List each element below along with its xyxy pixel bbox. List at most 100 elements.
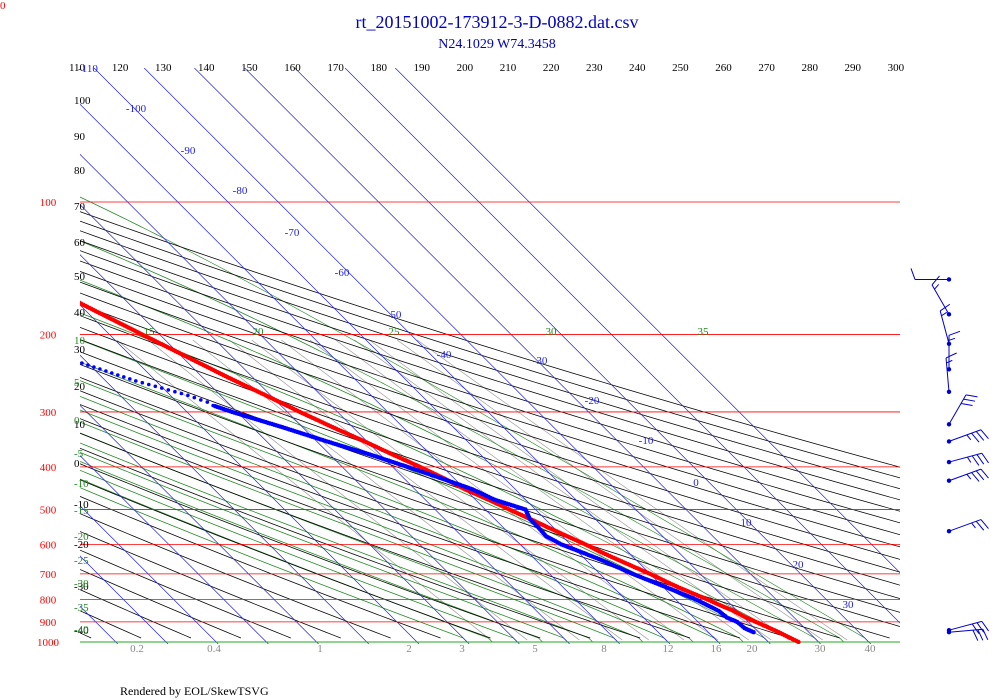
temperature-point bbox=[76, 300, 80, 304]
theta-label: 280 bbox=[801, 62, 818, 74]
moist-adiabat-line bbox=[80, 240, 844, 643]
dewpoint-point bbox=[128, 377, 132, 381]
isotherm-label: -90 bbox=[181, 145, 196, 157]
dewpoint-point bbox=[104, 369, 108, 373]
dry-adiabat-label: 70 bbox=[74, 201, 86, 213]
mixing-ratio-line bbox=[251, 339, 650, 641]
mixing-ratio-label: 5 bbox=[532, 643, 538, 655]
dewpoint-point bbox=[179, 391, 184, 396]
temperature-point bbox=[70, 297, 74, 301]
dry-adiabat-line bbox=[80, 479, 491, 639]
temperature-point bbox=[26, 275, 30, 279]
dewpoint-point bbox=[39, 347, 43, 351]
wind-barb bbox=[946, 330, 961, 372]
dewpoint-point bbox=[199, 398, 203, 402]
wind-flag bbox=[981, 452, 989, 464]
moist-adiabat-label: -40 bbox=[74, 624, 89, 636]
isotherm-label: -80 bbox=[233, 185, 248, 197]
dewpoint-point bbox=[98, 367, 102, 371]
isotherm-label: 20 bbox=[793, 559, 805, 571]
dewpoint-point bbox=[160, 386, 164, 390]
dry-adiabat-label: -20 bbox=[74, 539, 89, 551]
isotherm-label: -50 bbox=[387, 309, 402, 321]
dewpoint-point bbox=[21, 341, 25, 345]
temperature-point bbox=[9, 266, 13, 270]
moist-adiabat-label: 0 bbox=[74, 415, 80, 427]
temperature-point bbox=[17, 270, 21, 274]
wind-flag bbox=[975, 520, 985, 531]
isotherm-label: 10 bbox=[741, 517, 753, 529]
dewpoint-point bbox=[27, 343, 31, 347]
isotherm-line bbox=[344, 68, 900, 624]
wind-barb bbox=[945, 352, 957, 395]
dewpoint-point bbox=[33, 345, 37, 349]
temperature-point bbox=[11, 267, 15, 271]
wind-flag bbox=[975, 470, 985, 481]
wind-flag bbox=[910, 268, 916, 280]
dry-adiabat-line bbox=[80, 531, 341, 639]
dewpoint-point bbox=[173, 389, 177, 394]
dry-adiabat-label: 30 bbox=[74, 344, 86, 356]
dry-adiabat-label: 90 bbox=[74, 131, 86, 143]
dewpoint-point bbox=[15, 339, 19, 343]
moist-adiabat-label: -35 bbox=[74, 602, 89, 614]
dewpoint-point bbox=[140, 380, 145, 385]
pressure-label: 100 bbox=[40, 197, 57, 209]
temperature-point bbox=[3, 263, 7, 267]
temperature-point bbox=[60, 292, 64, 296]
wind-half-flag bbox=[934, 284, 940, 290]
isotherm-label: -60 bbox=[335, 267, 350, 279]
dewpoint-point bbox=[92, 365, 96, 369]
wind-staff bbox=[939, 310, 950, 344]
dry-adiabat-label: -10 bbox=[74, 499, 89, 511]
pressure-label: 300 bbox=[40, 407, 57, 419]
wind-half-flag bbox=[971, 522, 976, 529]
pressure-label: 800 bbox=[40, 594, 57, 606]
mixing-ratio-line bbox=[369, 339, 790, 641]
isotherm-line bbox=[80, 505, 219, 644]
dewpoint-point bbox=[134, 379, 138, 383]
dry-adiabat-line bbox=[80, 569, 242, 639]
dry-adiabat-line bbox=[80, 404, 741, 639]
dry-adiabat-label: 100 bbox=[74, 95, 91, 107]
pressure-label: 200 bbox=[40, 329, 57, 341]
dry-adiabat-line bbox=[80, 513, 391, 639]
theta-label: 220 bbox=[543, 62, 560, 74]
temperature-point bbox=[24, 274, 28, 278]
temperature-point bbox=[36, 279, 40, 283]
theta-label: 270 bbox=[758, 62, 775, 74]
temperature-point bbox=[34, 278, 38, 282]
temperature-point bbox=[48, 285, 52, 289]
isotherm-line bbox=[194, 68, 771, 644]
wind-flag bbox=[963, 398, 976, 402]
wind-staff bbox=[948, 519, 982, 532]
isotherm-line bbox=[294, 68, 872, 644]
pressure-label: 900 bbox=[40, 617, 57, 629]
wind-half-flag bbox=[966, 473, 972, 480]
moist-adiabat-label: -5 bbox=[74, 448, 84, 460]
temperature-point bbox=[50, 286, 54, 290]
dewpoint-point bbox=[166, 388, 171, 392]
wind-staff bbox=[948, 628, 983, 633]
wind-flag bbox=[980, 519, 989, 529]
theta-label: 150 bbox=[241, 62, 258, 74]
isotherm-label: 0 bbox=[693, 477, 699, 489]
temperature-point bbox=[72, 298, 76, 302]
wind-barb bbox=[931, 275, 952, 317]
dry-adiabat-line bbox=[80, 250, 900, 512]
wind-flag bbox=[971, 455, 980, 466]
moist-adiabat-label: 35 bbox=[698, 326, 710, 338]
dry-adiabat-line bbox=[80, 271, 900, 536]
temperature-point bbox=[58, 291, 62, 295]
dry-adiabat-label: 50 bbox=[74, 271, 86, 283]
dry-adiabat-line bbox=[80, 303, 900, 573]
profile-layer bbox=[3, 263, 801, 644]
temperature-point bbox=[46, 284, 50, 288]
temperature-point bbox=[19, 271, 23, 275]
wind-flag bbox=[976, 622, 985, 633]
moist-adiabat-line bbox=[80, 279, 819, 643]
wind-flag bbox=[960, 402, 973, 407]
wind-flag bbox=[981, 621, 989, 632]
wind-flag bbox=[976, 454, 985, 465]
dry-adiabat-line bbox=[80, 447, 591, 639]
